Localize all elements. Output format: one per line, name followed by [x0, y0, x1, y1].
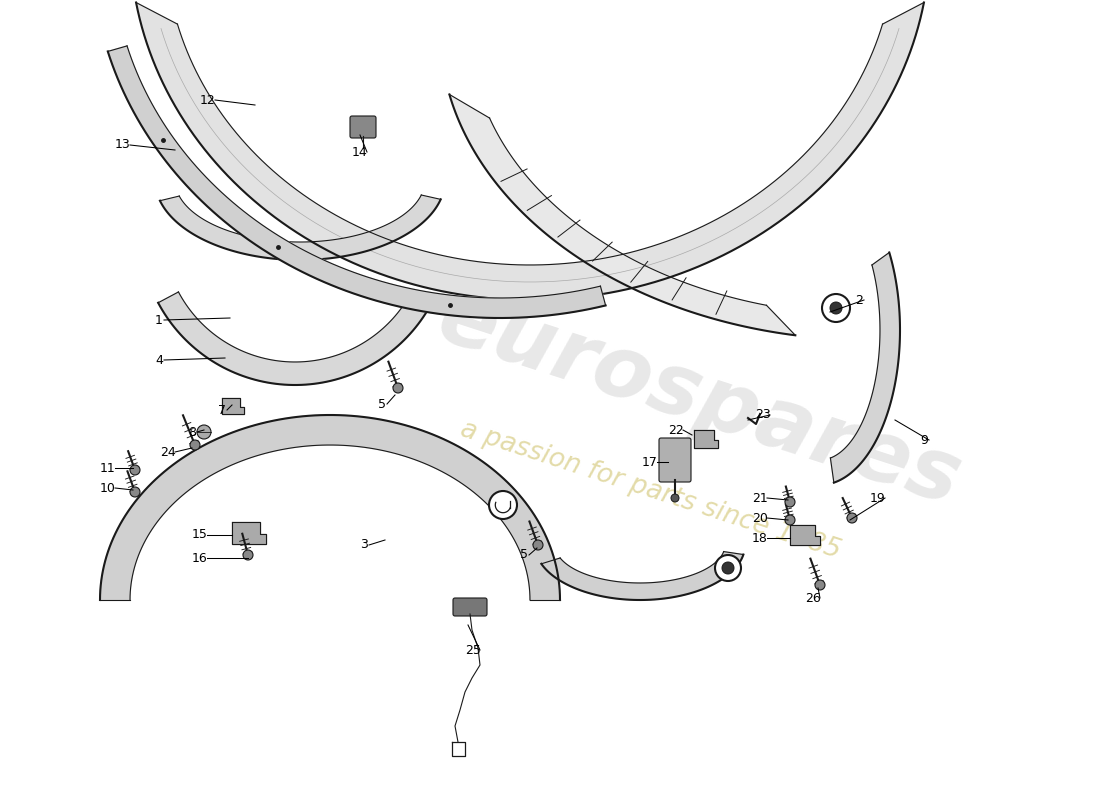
Polygon shape	[790, 525, 820, 545]
Circle shape	[534, 540, 543, 550]
Text: eurospares: eurospares	[428, 277, 971, 523]
Circle shape	[722, 562, 734, 574]
Text: 26: 26	[805, 591, 821, 605]
Text: 22: 22	[668, 423, 684, 437]
Text: 2: 2	[855, 294, 862, 306]
FancyBboxPatch shape	[453, 598, 487, 616]
Text: 8: 8	[188, 426, 196, 438]
Text: a passion for parts since 1985: a passion for parts since 1985	[456, 416, 844, 564]
Polygon shape	[450, 94, 795, 335]
Text: 17: 17	[642, 455, 658, 469]
Polygon shape	[160, 195, 441, 260]
Text: 3: 3	[360, 538, 367, 551]
Text: 21: 21	[752, 491, 768, 505]
Circle shape	[822, 294, 850, 322]
Circle shape	[715, 555, 741, 581]
Circle shape	[830, 302, 842, 314]
Polygon shape	[232, 522, 265, 544]
Circle shape	[815, 580, 825, 590]
Polygon shape	[158, 292, 432, 385]
Polygon shape	[108, 46, 606, 318]
Circle shape	[785, 497, 795, 507]
Circle shape	[190, 440, 200, 450]
Text: 1: 1	[155, 314, 163, 326]
Text: 15: 15	[192, 529, 208, 542]
Text: 5: 5	[378, 398, 386, 410]
Circle shape	[243, 550, 253, 560]
Polygon shape	[222, 398, 243, 414]
Text: 12: 12	[200, 94, 216, 106]
Text: 14: 14	[352, 146, 367, 158]
Polygon shape	[541, 551, 744, 600]
Text: 9: 9	[920, 434, 928, 446]
Text: 4: 4	[155, 354, 163, 366]
Circle shape	[197, 425, 211, 439]
Circle shape	[490, 491, 517, 519]
Text: 18: 18	[752, 531, 768, 545]
Text: 25: 25	[465, 643, 481, 657]
Text: 5: 5	[520, 549, 528, 562]
Polygon shape	[136, 2, 924, 300]
Text: 24: 24	[160, 446, 176, 458]
Text: 16: 16	[192, 551, 208, 565]
Circle shape	[671, 494, 679, 502]
Polygon shape	[694, 430, 718, 448]
Circle shape	[785, 515, 795, 525]
Text: 13: 13	[116, 138, 131, 151]
Circle shape	[847, 513, 857, 523]
Polygon shape	[100, 415, 560, 600]
Text: 19: 19	[870, 491, 886, 505]
Circle shape	[393, 383, 403, 393]
FancyBboxPatch shape	[350, 116, 376, 138]
Text: 10: 10	[100, 482, 116, 494]
Text: 7: 7	[218, 403, 226, 417]
FancyBboxPatch shape	[659, 438, 691, 482]
Text: 20: 20	[752, 511, 768, 525]
Polygon shape	[830, 253, 900, 482]
Text: 11: 11	[100, 462, 116, 474]
Text: 23: 23	[755, 409, 771, 422]
Circle shape	[130, 465, 140, 475]
Circle shape	[130, 487, 140, 497]
